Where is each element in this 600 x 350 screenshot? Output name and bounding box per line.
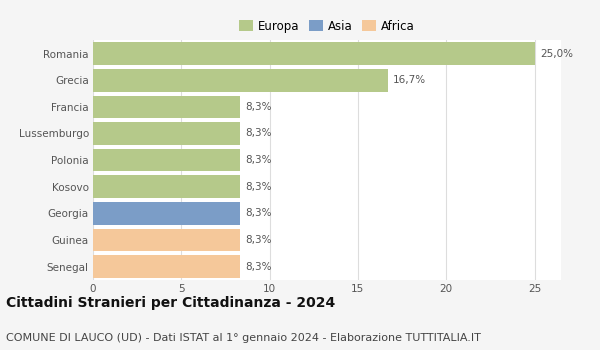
Bar <box>93 69 388 92</box>
Text: 25,0%: 25,0% <box>540 49 573 58</box>
Bar <box>93 175 239 198</box>
Text: 16,7%: 16,7% <box>393 75 427 85</box>
Text: 8,3%: 8,3% <box>245 235 271 245</box>
Bar <box>93 229 239 251</box>
Bar <box>93 256 239 278</box>
Text: 8,3%: 8,3% <box>245 128 271 139</box>
Text: Cittadini Stranieri per Cittadinanza - 2024: Cittadini Stranieri per Cittadinanza - 2… <box>6 296 335 310</box>
Text: 8,3%: 8,3% <box>245 155 271 165</box>
Bar <box>93 149 239 172</box>
Bar <box>93 202 239 225</box>
Text: COMUNE DI LAUCO (UD) - Dati ISTAT al 1° gennaio 2024 - Elaborazione TUTTITALIA.I: COMUNE DI LAUCO (UD) - Dati ISTAT al 1° … <box>6 333 481 343</box>
Bar <box>93 122 239 145</box>
Text: 8,3%: 8,3% <box>245 262 271 272</box>
Legend: Europa, Asia, Africa: Europa, Asia, Africa <box>237 18 417 35</box>
Bar <box>93 42 535 65</box>
Text: 8,3%: 8,3% <box>245 208 271 218</box>
Text: 8,3%: 8,3% <box>245 102 271 112</box>
Bar <box>93 96 239 118</box>
Text: 8,3%: 8,3% <box>245 182 271 192</box>
